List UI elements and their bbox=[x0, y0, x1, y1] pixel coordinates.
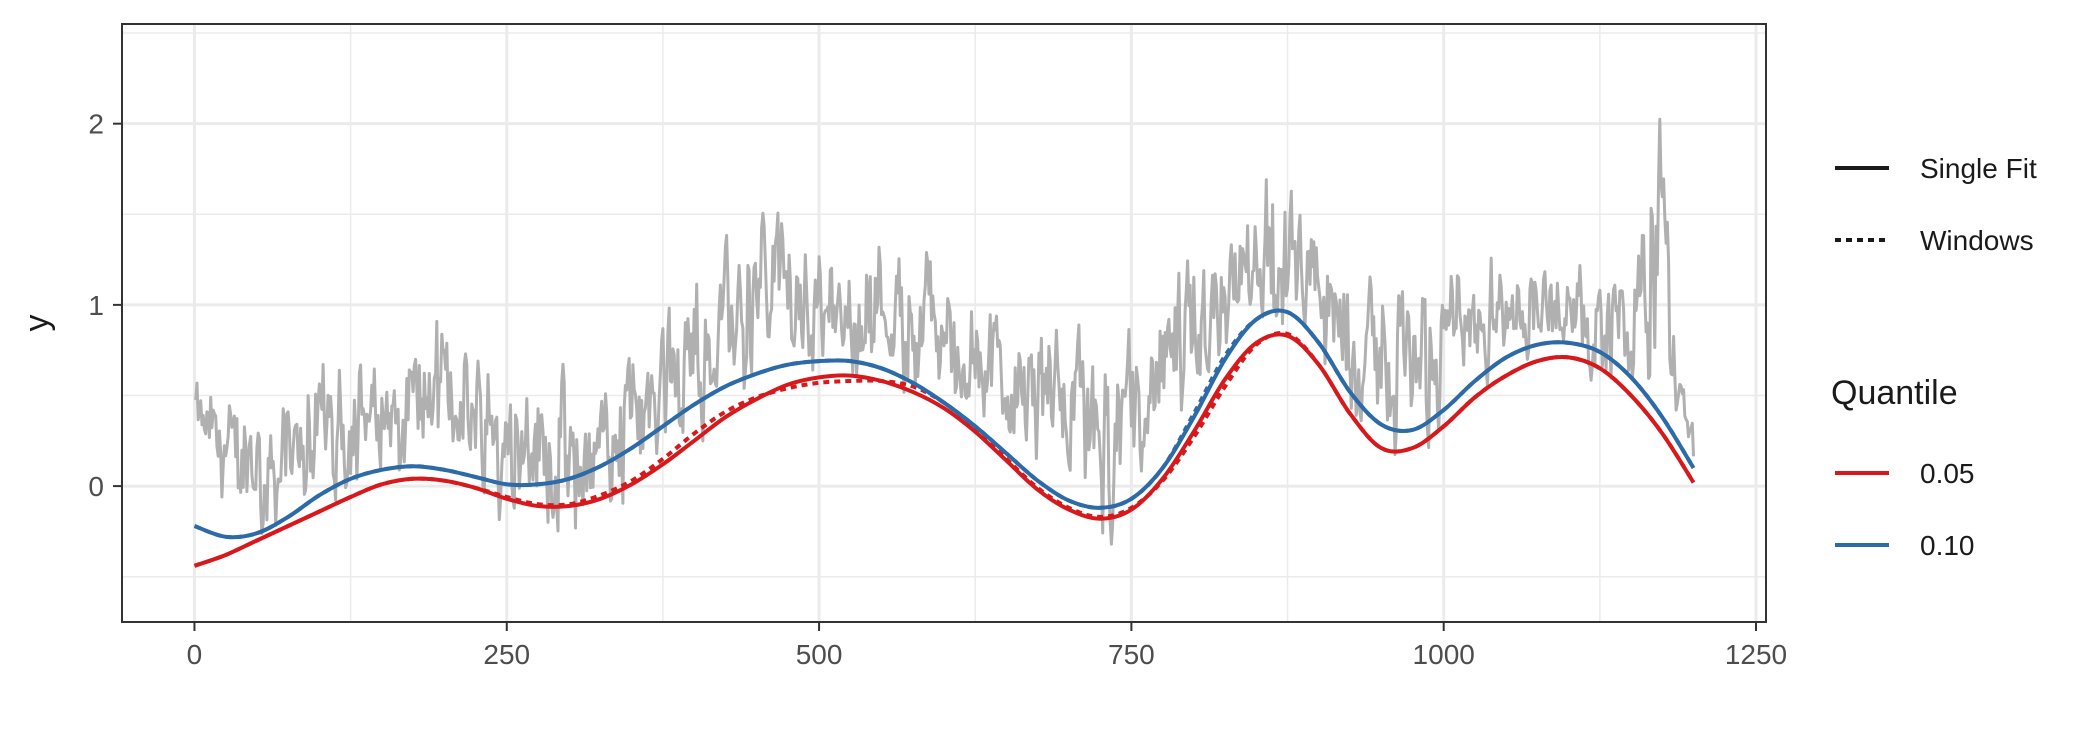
fit-line-q005-single-fit bbox=[193, 332, 1696, 568]
x-tick-label: 250 bbox=[483, 639, 530, 670]
quantile-fit-lines bbox=[193, 308, 1696, 568]
raw-data-series bbox=[194, 117, 1695, 546]
x-tick-label: 500 bbox=[796, 639, 843, 670]
y-tick-label: 1 bbox=[88, 290, 104, 321]
legend-title: Quantile bbox=[1831, 374, 1958, 412]
y-axis-title: y bbox=[18, 315, 56, 332]
axes: 0 250 500 750 1000 1250 0 1 2 bbox=[88, 109, 1787, 670]
x-tick-label: 1250 bbox=[1725, 639, 1787, 670]
x-tick-label: 750 bbox=[1108, 639, 1155, 670]
x-tick-label: 0 bbox=[187, 639, 203, 670]
legend: Single Fit Windows Quantile 0.05 0.10 bbox=[1831, 153, 2037, 561]
y-tick-label: 0 bbox=[88, 471, 104, 502]
legend-label-q005: 0.05 bbox=[1920, 458, 1975, 489]
raw-data-line bbox=[194, 117, 1695, 546]
legend-label-windows: Windows bbox=[1920, 225, 2034, 256]
y-tick-label: 2 bbox=[88, 109, 104, 140]
x-tick-label: 1000 bbox=[1413, 639, 1475, 670]
legend-label-single-fit: Single Fit bbox=[1920, 153, 2037, 184]
panel-border bbox=[121, 23, 1767, 623]
fit-line-q010-single-fit bbox=[193, 308, 1696, 540]
legend-label-q010: 0.10 bbox=[1920, 530, 1975, 561]
